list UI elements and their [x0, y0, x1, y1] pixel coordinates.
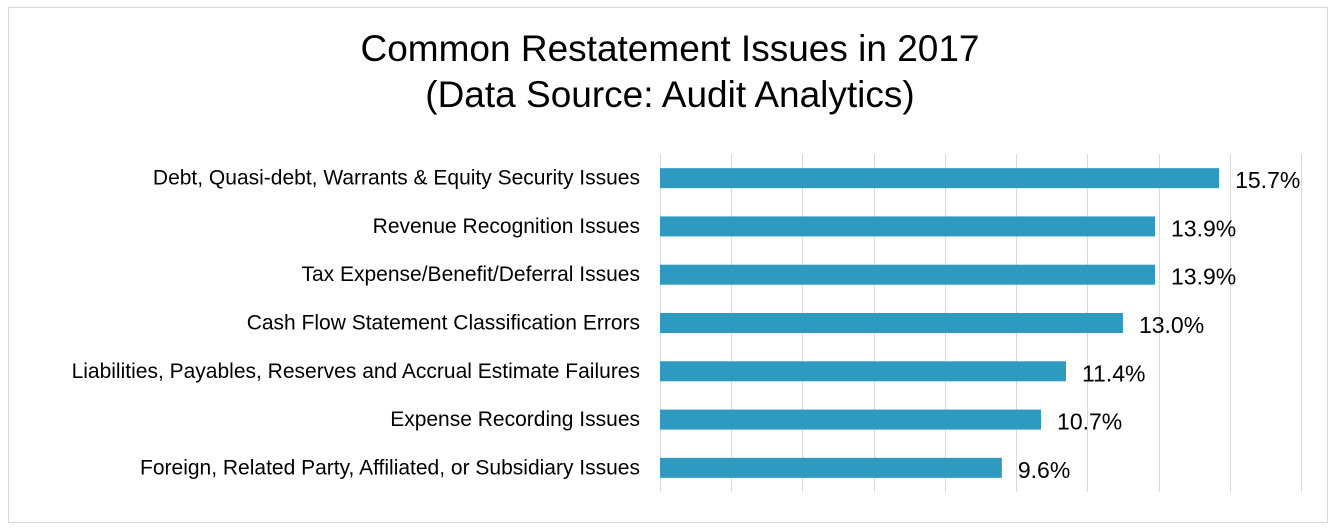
data-label: 13.9% — [1171, 264, 1236, 290]
bar — [660, 409, 1042, 430]
category-label: Cash Flow Statement Classification Error… — [247, 312, 640, 335]
bar — [660, 216, 1155, 237]
category-label: Tax Expense/Benefit/Deferral Issues — [301, 263, 640, 286]
bar — [660, 264, 1155, 285]
data-label: 11.4% — [1082, 360, 1146, 386]
bar — [660, 361, 1066, 382]
chart-subtitle-line: (Data Source: Audit Analytics) — [425, 74, 915, 115]
chart-title-line: Common Restatement Issues in 2017 — [360, 28, 980, 69]
category-label: Liabilities, Payables, Reserves and Accr… — [72, 360, 640, 383]
bar — [660, 168, 1220, 189]
category-label: Revenue Recognition Issues — [373, 215, 640, 238]
data-label: 13.0% — [1139, 312, 1204, 338]
category-label: Expense Recording Issues — [390, 408, 640, 431]
data-label: 13.9% — [1171, 215, 1236, 241]
data-labels: 15.7% 13.9% 13.9% 13.0% 11.4% 10.7% 9.6% — [1018, 167, 1300, 483]
category-labels: Debt, Quasi-debt, Warrants & Equity Secu… — [72, 167, 640, 480]
data-label: 9.6% — [1018, 457, 1070, 483]
data-label: 10.7% — [1057, 409, 1122, 435]
category-label: Foreign, Related Party, Affiliated, or S… — [140, 456, 640, 479]
chart-title: Common Restatement Issues in 2017 (Data … — [0, 26, 1340, 118]
category-label: Debt, Quasi-debt, Warrants & Equity Secu… — [153, 167, 640, 190]
data-label: 15.7% — [1235, 167, 1300, 193]
bar — [660, 457, 1002, 478]
bar — [660, 313, 1123, 333]
bars — [660, 168, 1220, 478]
